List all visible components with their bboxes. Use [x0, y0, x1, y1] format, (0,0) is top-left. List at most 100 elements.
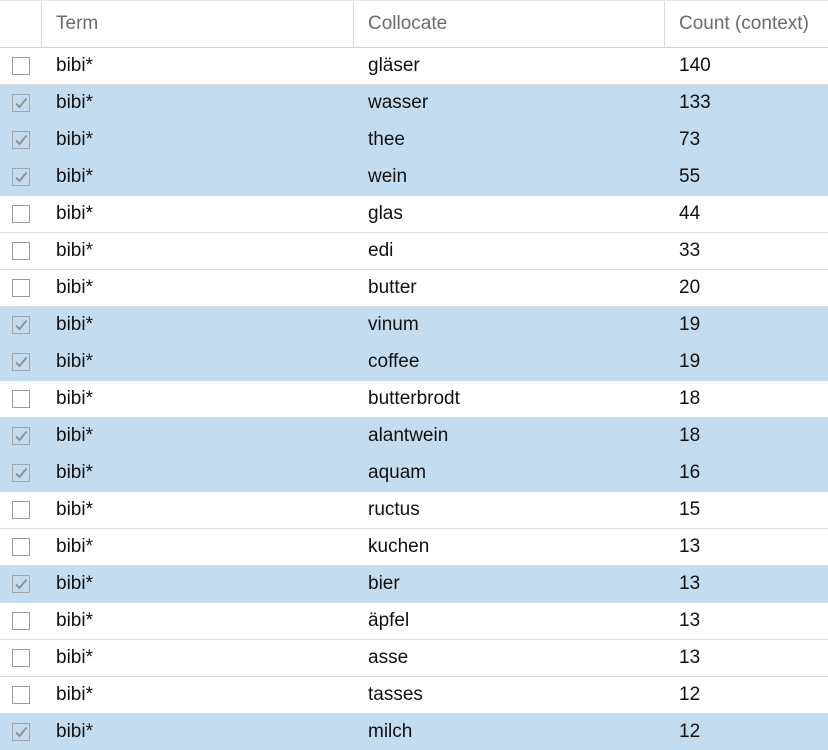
checkbox-icon[interactable] — [12, 686, 30, 704]
table-row[interactable]: bibi* kuchen 13 — [0, 529, 828, 566]
table-row[interactable]: bibi* alantwein 18 — [0, 418, 828, 455]
cell-term: bibi* — [56, 536, 93, 557]
cell-collocate: wasser — [368, 92, 429, 113]
cell-term: bibi* — [56, 203, 93, 224]
cell-count: 13 — [679, 610, 701, 631]
checkbox-icon[interactable] — [12, 575, 30, 593]
row-checkbox-cell[interactable] — [0, 649, 42, 667]
row-checkbox-cell[interactable] — [0, 538, 42, 556]
row-checkbox-cell[interactable] — [0, 94, 42, 112]
checkbox-icon[interactable] — [12, 612, 30, 630]
cell-count: 15 — [679, 499, 701, 520]
cell-count: 18 — [679, 425, 701, 446]
cell-collocate: milch — [368, 721, 413, 742]
table-row[interactable]: bibi* thee 73 — [0, 122, 828, 159]
table-row[interactable]: bibi* ructus 15 — [0, 492, 828, 529]
checkbox-icon[interactable] — [12, 205, 30, 223]
table-row[interactable]: bibi* aquam 16 — [0, 455, 828, 492]
select-column-header[interactable] — [0, 1, 42, 47]
cell-collocate: butter — [368, 277, 417, 298]
checkmark-icon — [15, 467, 28, 479]
checkbox-icon[interactable] — [12, 390, 30, 408]
cell-term: bibi* — [56, 684, 93, 705]
cell-collocate: wein — [368, 166, 408, 187]
row-checkbox-cell[interactable] — [0, 353, 42, 371]
grid-body: bibi* gläser 140 bibi* wasser 133 bibi* thee 73 b… — [0, 48, 828, 750]
row-checkbox-cell[interactable] — [0, 57, 42, 75]
row-checkbox-cell[interactable] — [0, 427, 42, 445]
cell-collocate: butterbrodt — [368, 388, 460, 409]
checkbox-icon[interactable] — [12, 316, 30, 334]
row-checkbox-cell[interactable] — [0, 464, 42, 482]
checkbox-icon[interactable] — [12, 723, 30, 741]
cell-count: 44 — [679, 203, 701, 224]
cell-collocate: ructus — [368, 499, 420, 520]
table-row[interactable]: bibi* gläser 140 — [0, 48, 828, 85]
checkbox-icon[interactable] — [12, 131, 30, 149]
checkbox-icon[interactable] — [12, 649, 30, 667]
cell-term: bibi* — [56, 277, 93, 298]
checkbox-icon[interactable] — [12, 501, 30, 519]
column-header-collocate[interactable]: Collocate — [354, 1, 665, 47]
cell-collocate: thee — [368, 129, 405, 150]
checkmark-icon — [15, 726, 28, 738]
row-checkbox-cell[interactable] — [0, 501, 42, 519]
row-checkbox-cell[interactable] — [0, 723, 42, 741]
cell-count: 19 — [679, 351, 701, 372]
cell-count: 73 — [679, 129, 701, 150]
row-checkbox-cell[interactable] — [0, 168, 42, 186]
row-checkbox-cell[interactable] — [0, 686, 42, 704]
checkbox-icon[interactable] — [12, 427, 30, 445]
row-checkbox-cell[interactable] — [0, 279, 42, 297]
cell-count: 55 — [679, 166, 701, 187]
table-row[interactable]: bibi* butter 20 — [0, 270, 828, 307]
checkmark-icon — [15, 97, 28, 109]
table-row[interactable]: bibi* asse 13 — [0, 640, 828, 677]
table-row[interactable]: bibi* wasser 133 — [0, 85, 828, 122]
cell-collocate: gläser — [368, 55, 420, 76]
cell-count: 33 — [679, 240, 701, 261]
cell-term: bibi* — [56, 388, 93, 409]
cell-term: bibi* — [56, 721, 93, 742]
row-checkbox-cell[interactable] — [0, 612, 42, 630]
checkbox-icon[interactable] — [12, 538, 30, 556]
checkbox-icon[interactable] — [12, 94, 30, 112]
table-row[interactable]: bibi* tasses 12 — [0, 677, 828, 714]
table-row[interactable]: bibi* coffee 19 — [0, 344, 828, 381]
cell-collocate: alantwein — [368, 425, 449, 446]
cell-term: bibi* — [56, 573, 93, 594]
cell-count: 133 — [679, 92, 711, 113]
cell-collocate: glas — [368, 203, 403, 224]
checkbox-icon[interactable] — [12, 57, 30, 75]
column-header-term[interactable]: Term — [42, 1, 354, 47]
cell-count: 20 — [679, 277, 701, 298]
table-row[interactable]: bibi* vinum 19 — [0, 307, 828, 344]
checkbox-icon[interactable] — [12, 353, 30, 371]
column-header-count[interactable]: Count (context) — [679, 13, 809, 34]
cell-term: bibi* — [56, 351, 93, 372]
table-row[interactable]: bibi* milch 12 — [0, 714, 828, 750]
cell-collocate: bier — [368, 573, 400, 594]
row-checkbox-cell[interactable] — [0, 205, 42, 223]
table-row[interactable]: bibi* wein 55 — [0, 159, 828, 196]
cell-term: bibi* — [56, 55, 93, 76]
checkbox-icon[interactable] — [12, 242, 30, 260]
checkmark-icon — [15, 356, 28, 368]
table-row[interactable]: bibi* äpfel 13 — [0, 603, 828, 640]
row-checkbox-cell[interactable] — [0, 316, 42, 334]
table-row[interactable]: bibi* butterbrodt 18 — [0, 381, 828, 418]
cell-collocate: edi — [368, 240, 394, 261]
table-row[interactable]: bibi* glas 44 — [0, 196, 828, 233]
row-checkbox-cell[interactable] — [0, 131, 42, 149]
cell-term: bibi* — [56, 462, 93, 483]
table-row[interactable]: bibi* edi 33 — [0, 233, 828, 270]
row-checkbox-cell[interactable] — [0, 575, 42, 593]
row-checkbox-cell[interactable] — [0, 390, 42, 408]
checkbox-icon[interactable] — [12, 168, 30, 186]
row-checkbox-cell[interactable] — [0, 242, 42, 260]
table-row[interactable]: bibi* bier 13 — [0, 566, 828, 603]
checkbox-icon[interactable] — [12, 464, 30, 482]
checkbox-icon[interactable] — [12, 279, 30, 297]
grid-header: Term Collocate Count (context) — [0, 0, 828, 48]
